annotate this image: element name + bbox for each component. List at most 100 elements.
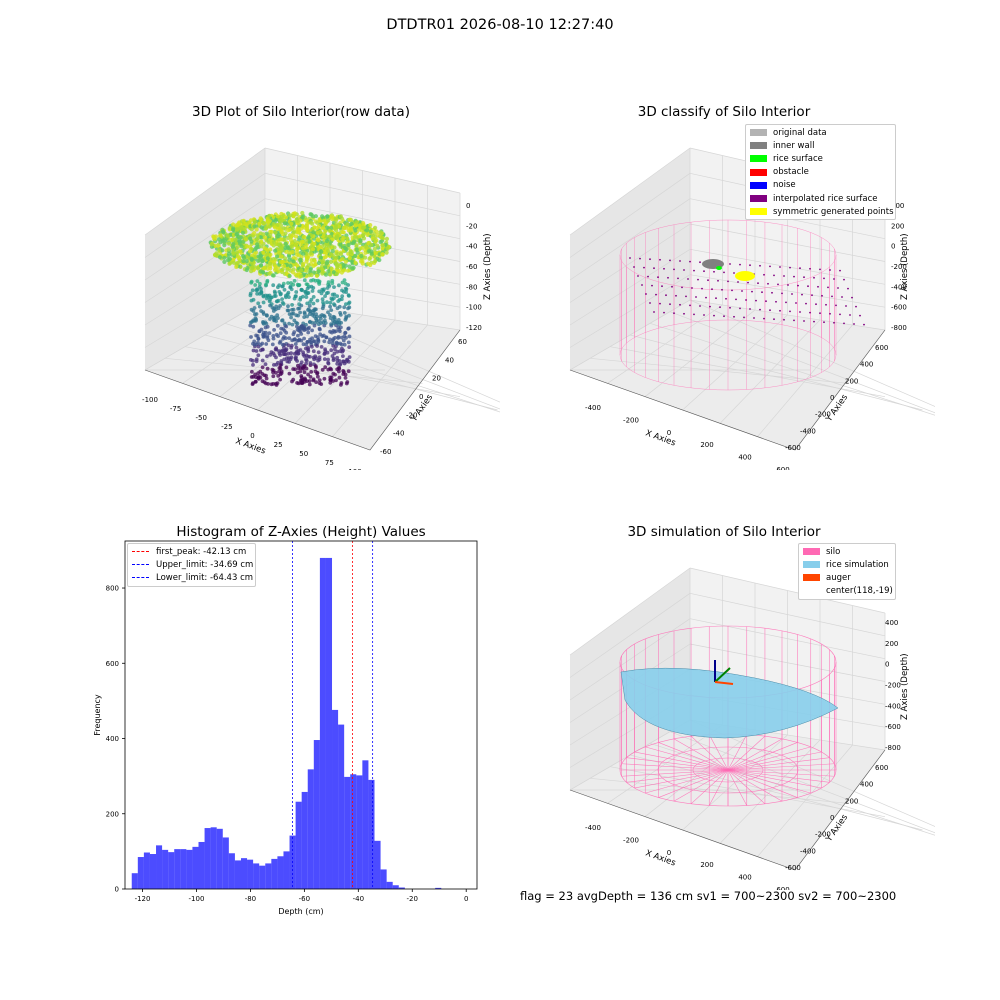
histogram-bar: [435, 887, 442, 889]
panel3-title: Histogram of Z-Axies (Height) Values: [176, 524, 426, 540]
legend-swatch: [750, 129, 767, 137]
x-axis-label: Depth (cm): [278, 907, 323, 916]
legend-item: rice simulation: [799, 558, 895, 571]
x-tick-label: 25: [274, 441, 283, 449]
histogram-bar: [253, 863, 260, 889]
legend-item: original data: [746, 126, 895, 139]
z-tick-label: -400: [891, 283, 907, 291]
legend-swatch: [750, 181, 767, 189]
histogram-bar: [398, 887, 405, 889]
y-tick-label: 200: [845, 797, 858, 805]
figure-title: DTDTR01 2026-08-10 12:27:40: [386, 17, 614, 33]
legend-line: [132, 564, 149, 566]
histogram-bar: [307, 769, 314, 889]
histogram-bar: [204, 828, 211, 889]
legend-label: rice simulation: [826, 559, 889, 570]
histogram-bar: [301, 791, 308, 889]
x-tick-label: 0: [667, 429, 671, 437]
x-tick-label: -400: [585, 404, 601, 412]
legend-swatch: [803, 588, 820, 595]
z-tick-label: -20: [466, 222, 477, 230]
y-axis-label: Frequency: [93, 694, 102, 736]
axis-lines: [569, 329, 886, 451]
legend-label: symmetric generated points: [773, 206, 894, 217]
histogram-bar: [338, 724, 345, 889]
x-tick-label: -80: [245, 895, 256, 903]
y-tick-label: -400: [800, 847, 816, 855]
histogram-bar: [180, 849, 187, 889]
legend-line: [132, 551, 149, 553]
z-axis-label: Z Axies (Depth): [900, 233, 910, 300]
y-tick-label: -600: [785, 864, 801, 872]
x-tick-label: -40: [353, 895, 364, 903]
histogram-bar: [234, 860, 241, 889]
z-tick-label: -40: [466, 243, 477, 251]
z-tick-label: -60: [466, 263, 477, 271]
left-pane: [570, 148, 690, 370]
y-tick-label: 200: [845, 377, 858, 385]
simulation-3d: -400-2000200400600-600-400-2000200400600…: [569, 567, 935, 890]
z-tick-label: -200: [885, 682, 901, 690]
z-tick-label: 400: [891, 202, 904, 210]
y-tick-label: 600: [875, 764, 888, 772]
x-tick-label: -25: [221, 423, 232, 431]
rice-surface-points: [716, 266, 722, 270]
scatter-points: [208, 210, 392, 387]
y-tick-label: 600: [875, 344, 888, 352]
y-tick-label: -400: [800, 427, 816, 435]
x-axis-label: X Axies: [644, 848, 677, 868]
legend-item: Upper_limit: -34.69 cm: [128, 558, 255, 571]
histogram-legend: first_peak: -42.13 cm Upper_limit: -34.69…: [127, 543, 256, 587]
x-tick-label: 600: [776, 466, 789, 470]
z-tick-label: 0: [885, 661, 889, 669]
x-tick-label: -50: [196, 414, 207, 422]
legend-line: [132, 577, 149, 579]
z-tick-label: -80: [466, 283, 477, 291]
histogram-bar: [332, 709, 339, 889]
legend-label: interpolated rice surface: [773, 193, 878, 204]
panel2-title: 3D classify of Silo Interior: [637, 104, 811, 120]
simulation-legend: silo rice simulation auger center(118,-19): [798, 543, 896, 600]
y-tick-label: 400: [860, 361, 873, 369]
histogram-bar: [265, 863, 272, 889]
histogram-bar: [271, 858, 278, 889]
legend-swatch: [750, 168, 767, 176]
legend-label: silo: [826, 546, 841, 557]
legend-item: auger: [799, 571, 895, 584]
z-tick-label: 200: [891, 222, 904, 230]
symmetric-points: [735, 271, 755, 281]
raw-scatter-3d: -100 -75 -50 -25 0 25 50 75 100 -60 -40 -20 0 20 40 60 0…: [142, 147, 500, 470]
y-tick-label: 200: [106, 810, 119, 818]
y-tick-label: 0: [830, 814, 834, 822]
histogram-bar: [368, 779, 375, 889]
x-tick-label: -120: [135, 895, 151, 903]
y-tick-label: 800: [106, 585, 119, 593]
grid: [569, 147, 935, 451]
z-tick-label: -600: [891, 304, 907, 312]
classify-legend: original data inner wall rice surface obsta…: [745, 124, 896, 221]
x-tick-label: -20: [407, 895, 418, 903]
center-marker: [714, 667, 731, 683]
legend-swatch: [750, 195, 767, 203]
histogram-bar: [192, 846, 199, 889]
histogram-bar: [350, 774, 357, 889]
x-tick-label: -60: [299, 895, 310, 903]
histogram-bar: [344, 776, 351, 889]
x-tick-label: 200: [700, 861, 713, 869]
histogram-bar: [210, 827, 217, 889]
x-tick-label: -100: [142, 396, 158, 404]
legend-item: symmetric generated points: [746, 205, 895, 218]
legend-label: Upper_limit: -34.69 cm: [156, 559, 254, 570]
legend-item: noise: [746, 179, 895, 192]
left-pane: [145, 148, 265, 370]
histogram-bar: [174, 849, 181, 889]
x-tick-label: 600: [776, 886, 789, 890]
z-tick-label: 0: [466, 202, 470, 210]
x-tick-label: 400: [738, 874, 751, 882]
legend-label: center(118,-19): [826, 586, 893, 597]
histogram-bar: [216, 828, 223, 889]
y-tick-label: 20: [432, 375, 441, 383]
z-tick-label: -600: [885, 723, 901, 731]
y-tick-label: -200: [815, 411, 831, 419]
histogram-bar: [168, 852, 175, 889]
